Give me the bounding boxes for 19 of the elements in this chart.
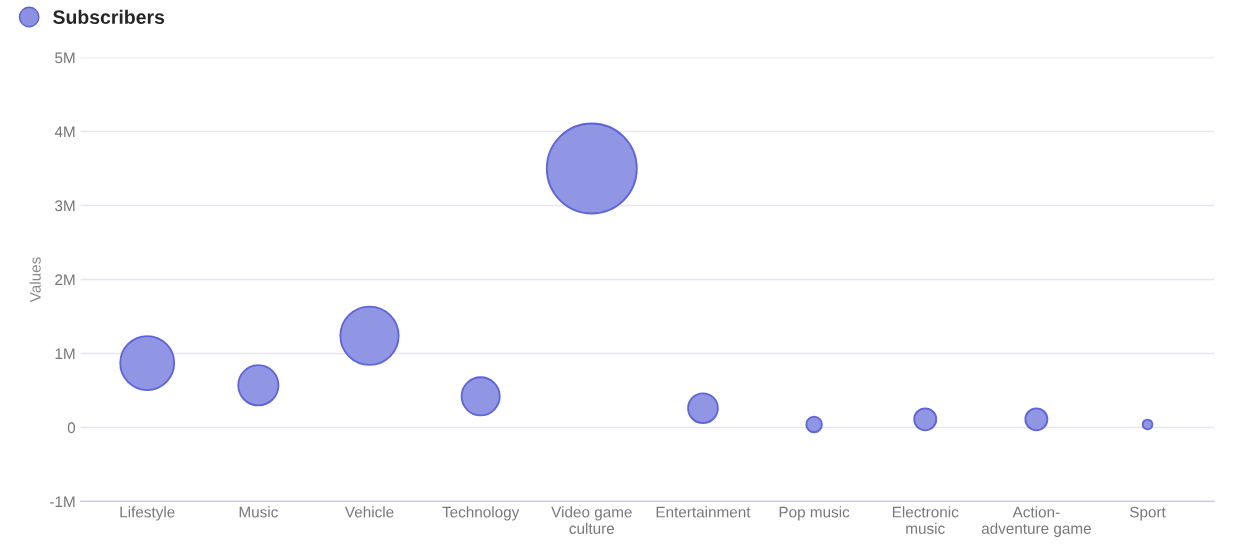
legend-label: Subscribers: [53, 9, 165, 24]
x-tick-label: Pop music: [779, 506, 850, 521]
x-tick-label: Lifestyle: [120, 506, 175, 521]
x-tick-label: Sport: [1129, 506, 1166, 521]
y-tick-label: 4M: [54, 126, 75, 138]
y-tick-label: -1M: [50, 496, 75, 507]
x-tick-label: Entertainment: [656, 506, 751, 518]
x-tick-label: Technology: [442, 506, 520, 521]
x-tick-label: Electronic music: [892, 506, 959, 534]
y-tick-label: 5M: [55, 52, 75, 64]
y-tick-label: 3M: [55, 200, 75, 212]
y-tick-label: 0: [67, 422, 76, 434]
y-axis-title: Values: [29, 257, 41, 303]
y-tick-label: 1M: [55, 348, 75, 359]
x-tick-label: Action- adventure game: [981, 506, 1091, 537]
x-tick-label: Music: [239, 506, 278, 518]
x-tick-label: Video game culture: [551, 506, 632, 534]
x-tick-label: Vehicle: [344, 506, 394, 518]
y-tick-label: 2M: [55, 274, 75, 286]
